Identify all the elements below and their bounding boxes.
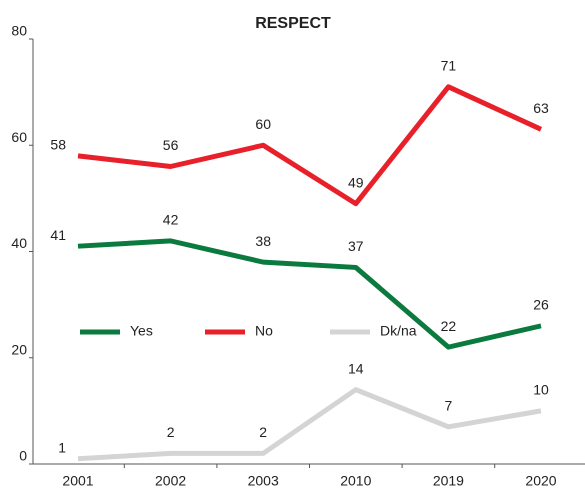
data-label: 58 — [50, 137, 66, 153]
series-line — [77, 387, 542, 462]
y-tick-label: 0 — [19, 448, 27, 464]
data-label: 38 — [255, 233, 271, 249]
data-label: 41 — [50, 227, 66, 243]
data-label: 7 — [445, 398, 453, 414]
data-label: 2 — [167, 424, 175, 440]
data-label: 22 — [441, 318, 457, 334]
y-tick-label: 80 — [11, 23, 27, 39]
x-tick-label: 2020 — [525, 473, 556, 489]
data-label: 63 — [533, 100, 549, 116]
chart-title: RESPECT — [255, 15, 331, 32]
series-line — [77, 84, 543, 207]
y-tick-label: 20 — [11, 341, 27, 357]
x-tick-label: 2002 — [155, 473, 186, 489]
data-label: 60 — [255, 116, 271, 132]
legend-label: No — [255, 323, 273, 339]
x-tick-label: 2001 — [62, 473, 93, 489]
y-tick-label: 40 — [11, 235, 27, 251]
y-tick-label: 60 — [11, 129, 27, 145]
x-tick-label: 2003 — [248, 473, 279, 489]
data-label: 10 — [533, 382, 549, 398]
data-label: 26 — [533, 297, 549, 313]
legend-label: Yes — [130, 323, 153, 339]
data-label: 37 — [348, 238, 364, 254]
data-label: 2 — [259, 424, 267, 440]
data-label: 56 — [163, 137, 179, 153]
x-tick-label: 2019 — [433, 473, 464, 489]
x-tick-label: 2010 — [340, 473, 371, 489]
data-label: 49 — [348, 174, 364, 190]
data-label: 71 — [441, 58, 457, 74]
data-label: 42 — [163, 212, 179, 228]
legend-label: Dk/na — [380, 323, 417, 339]
data-label: 1 — [58, 439, 66, 455]
data-label: 14 — [348, 360, 364, 376]
series-line — [77, 238, 542, 350]
